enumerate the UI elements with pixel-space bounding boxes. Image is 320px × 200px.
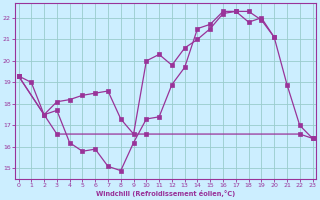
X-axis label: Windchill (Refroidissement éolien,°C): Windchill (Refroidissement éolien,°C): [96, 190, 235, 197]
